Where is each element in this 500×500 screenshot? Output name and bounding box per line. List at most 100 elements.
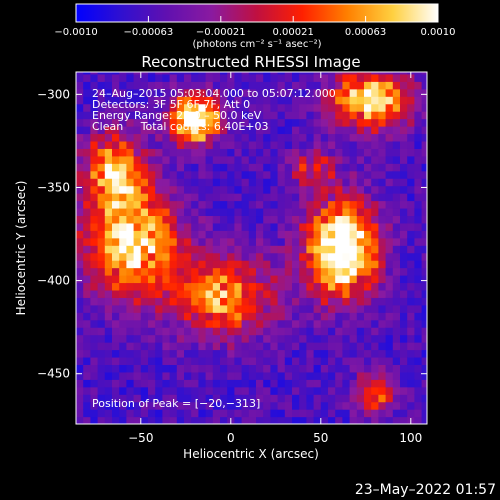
heatmap-cell	[313, 126, 322, 135]
heatmap-cell	[392, 215, 401, 224]
heatmap-cell	[342, 215, 351, 224]
heatmap-cell	[205, 155, 214, 164]
heatmap-cell	[364, 252, 372, 261]
heatmap-cell	[176, 334, 185, 343]
heatmap-cell	[205, 230, 214, 239]
heatmap-cell	[270, 409, 279, 418]
heatmap-cell	[356, 319, 365, 328]
heatmap-cell	[313, 170, 322, 179]
heatmap-cell	[313, 96, 322, 105]
heatmap-cell	[198, 170, 207, 179]
heatmap-cell	[205, 103, 214, 112]
heatmap-cell	[155, 215, 163, 224]
heatmap-cell	[162, 312, 171, 321]
chart-title: Reconstructed RHESSI Image	[141, 53, 360, 71]
heatmap-cell	[385, 334, 394, 343]
heatmap-cell	[234, 200, 243, 209]
heatmap-cell	[407, 170, 415, 179]
heatmap-cell	[234, 371, 243, 380]
heatmap-cell	[119, 409, 127, 418]
heatmap-cell	[328, 379, 336, 388]
heatmap-cell	[104, 312, 113, 321]
heatmap-cell	[227, 118, 235, 127]
heatmap-cell	[133, 245, 142, 254]
heatmap-cell	[328, 349, 336, 358]
heatmap-cell	[256, 73, 264, 82]
heatmap-cell	[191, 72, 199, 75]
heatmap-cell	[378, 356, 387, 365]
heatmap-cell	[270, 222, 279, 231]
heatmap-cell	[263, 267, 271, 276]
heatmap-cell	[119, 96, 127, 105]
heatmap-cell	[306, 342, 315, 351]
heatmap-cell	[205, 72, 214, 75]
heatmap-cell	[140, 282, 149, 291]
heatmap-cell	[198, 178, 207, 187]
heatmap-cell	[378, 111, 387, 120]
heatmap-cell	[270, 126, 279, 135]
heatmap-cell	[299, 304, 307, 313]
heatmap-cell	[212, 356, 221, 365]
heatmap-cell	[133, 327, 142, 336]
heatmap-cell	[140, 275, 149, 284]
heatmap-cell	[277, 409, 286, 418]
heatmap-cell	[104, 96, 113, 105]
peak-position-label: Position of Peak = [−20,−313]	[92, 397, 260, 410]
heatmap-cell	[378, 327, 387, 336]
heatmap-cell	[392, 409, 401, 418]
heatmap-cell	[335, 386, 343, 395]
heatmap-cell	[392, 364, 401, 373]
heatmap-cell	[133, 222, 142, 231]
heatmap-cell	[97, 133, 106, 142]
heatmap-cell	[407, 96, 415, 105]
heatmap-cell	[256, 304, 264, 313]
heatmap-cell	[414, 155, 423, 164]
heatmap-cell	[400, 170, 408, 179]
heatmap-cell	[421, 111, 427, 120]
heatmap-cell	[148, 327, 156, 336]
heatmap-cell	[140, 222, 149, 231]
heatmap-cell	[248, 73, 257, 82]
heatmap-cell	[140, 371, 149, 380]
heatmap-cell	[335, 200, 343, 209]
heatmap-cell	[191, 193, 199, 202]
heatmap-cell	[133, 73, 142, 82]
heatmap-cell	[234, 304, 243, 313]
heatmap-cell	[155, 371, 163, 380]
heatmap-cell	[176, 275, 185, 284]
heatmap-cell	[277, 245, 286, 254]
heatmap-cell	[184, 312, 192, 321]
heatmap-cell	[241, 304, 250, 313]
heatmap-cell	[371, 155, 379, 164]
heatmap-cell	[97, 193, 106, 202]
heatmap-cell	[371, 88, 379, 97]
heatmap-cell	[400, 237, 408, 246]
heatmap-cell	[328, 178, 336, 187]
heatmap-cell	[335, 267, 343, 276]
heatmap-cell	[234, 282, 243, 291]
heatmap-cell	[414, 282, 423, 291]
heatmap-cell	[335, 163, 343, 172]
heatmap-cell	[364, 312, 372, 321]
heatmap-cell	[320, 394, 329, 403]
heatmap-cell	[191, 96, 199, 105]
heatmap-cell	[421, 379, 427, 388]
heatmap-cell	[421, 386, 427, 395]
heatmap-cell	[112, 170, 120, 179]
heatmap-cell	[191, 394, 199, 403]
heatmap-cell	[176, 394, 185, 403]
heatmap-cell	[299, 289, 307, 298]
heatmap-cell	[292, 342, 300, 351]
heatmap-cell	[198, 364, 207, 373]
heatmap-cell	[421, 215, 427, 224]
heatmap-cell	[212, 267, 221, 276]
heatmap-cell	[320, 155, 329, 164]
heatmap-cell	[328, 73, 336, 82]
heatmap-cell	[335, 133, 343, 142]
heatmap-cell	[112, 289, 120, 298]
heatmap-cell	[328, 312, 336, 321]
heatmap-cell	[270, 334, 279, 343]
heatmap-cell	[191, 267, 199, 276]
heatmap-cell	[256, 126, 264, 135]
